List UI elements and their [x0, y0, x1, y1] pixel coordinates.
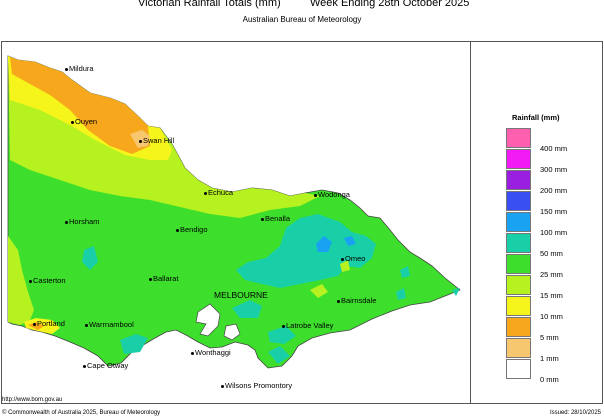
- footer-url[interactable]: http://www.bom.gov.au: [2, 397, 63, 403]
- legend-swatch: [506, 233, 531, 253]
- capital-label: MELBOURNE: [214, 290, 268, 300]
- zone-50mm-grampians: [82, 246, 98, 270]
- zone-50mm-alpine: [236, 214, 376, 288]
- legend-label: 200 mm: [540, 186, 568, 195]
- legend-label: 300 mm: [540, 165, 568, 174]
- subtitle: Australian Bureau of Meteorology: [242, 15, 362, 24]
- place-marker: [314, 194, 317, 197]
- legend-swatch: [506, 317, 531, 337]
- legend-swatch: [506, 149, 531, 169]
- footer-copyright: © Commonwealth of Australia 2025, Bureau…: [2, 410, 161, 416]
- place-label: Bendigo: [180, 225, 208, 234]
- title-text: Victorian Rainfall Totals (mm): [138, 0, 281, 9]
- legend-swatch: [506, 191, 531, 211]
- port-phillip-bay: [195, 303, 221, 337]
- place-label: Ballarat: [153, 274, 179, 283]
- legend-title: Rainfall (mm): [512, 113, 560, 122]
- zone-5mm-ouyen: [10, 57, 150, 154]
- zone-50mm-strzelecki: [268, 326, 296, 344]
- zone-100mm-alpine: [316, 236, 332, 252]
- legend-label: 100 mm: [540, 228, 568, 237]
- legend-swatch: [506, 296, 531, 316]
- zone-15mm-dargo: [310, 284, 328, 298]
- place-marker: [83, 365, 86, 368]
- place-marker: [85, 324, 88, 327]
- footer-issued: Issued: 28/10/2025: [549, 410, 601, 416]
- zone-1mm-swan-hill: [130, 130, 150, 148]
- legend-label: 150 mm: [540, 207, 568, 216]
- legend-divider: [470, 41, 471, 404]
- place-marker: [65, 221, 68, 224]
- legend-label: 5 mm: [540, 333, 559, 342]
- zone-50mm-east3: [452, 288, 460, 296]
- zone-50mm-promontory: [268, 346, 290, 364]
- map-frame: [1, 41, 603, 404]
- place-label: Casterton: [33, 276, 66, 285]
- place-label: Wodonga: [318, 190, 350, 199]
- place-label: Omeo: [345, 254, 366, 263]
- place-marker: [65, 68, 68, 71]
- place-marker: [204, 192, 207, 195]
- place-marker: [139, 140, 142, 143]
- place-marker: [176, 229, 179, 232]
- legend-label: 1 mm: [540, 354, 559, 363]
- legend-label: 400 mm: [540, 144, 568, 153]
- place-marker: [337, 300, 340, 303]
- legend-label: 0 mm: [540, 375, 559, 384]
- legend-label: 10 mm: [540, 312, 563, 321]
- place-label: Ouyen: [75, 117, 98, 126]
- place-marker: [282, 325, 285, 328]
- place-label: Bairnsdale: [341, 296, 377, 305]
- zone-50mm-dandenong: [232, 300, 262, 318]
- legend-label: 15 mm: [540, 291, 563, 300]
- legend-swatch: [506, 359, 531, 379]
- place-marker: [341, 258, 344, 261]
- zone-50mm-east2: [396, 288, 406, 300]
- zone-15mm-omeo: [340, 260, 350, 272]
- place-marker: [221, 385, 224, 388]
- place-label: Swan Hill: [143, 136, 175, 145]
- place-label: Wonthaggi: [195, 348, 231, 357]
- zone-5mm-portland: [28, 322, 44, 330]
- place-label: Cape Otway: [87, 361, 129, 370]
- zone-100mm-omeo: [344, 236, 356, 246]
- zone-50mm-otways: [120, 334, 148, 354]
- place-label: Portland: [37, 319, 65, 328]
- map-title: Victorian Rainfall Totals (mm) Week Endi…: [0, 0, 604, 11]
- legend-swatch: [506, 254, 531, 274]
- place-marker: [33, 323, 36, 326]
- zone-50mm-east1: [400, 266, 410, 278]
- place-label: Mildura: [69, 64, 94, 73]
- place-label: Echuca: [208, 188, 234, 197]
- place-marker: [149, 278, 152, 281]
- zone-15mm-west: [8, 236, 34, 325]
- legend-swatch: [506, 275, 531, 295]
- western-port-bay: [223, 323, 241, 341]
- place-marker: [71, 121, 74, 124]
- place-label: Latrobe Valley: [286, 321, 334, 330]
- legend-swatch: [506, 170, 531, 190]
- legend-label: 25 mm: [540, 270, 563, 279]
- legend-swatch: [506, 338, 531, 358]
- place-marker: [191, 352, 194, 355]
- place-label: Benalla: [265, 214, 291, 223]
- place-marker: [261, 218, 264, 221]
- legend-label: 50 mm: [540, 249, 563, 258]
- place-label: Warrnambool: [89, 320, 134, 329]
- place-label: Wilsons Promontory: [225, 381, 293, 390]
- week-ending-text: Week Ending 28th October 2025: [310, 0, 470, 9]
- place-marker: [29, 280, 32, 283]
- legend-swatch: [506, 128, 531, 148]
- place-label: Horsham: [69, 217, 100, 226]
- legend-swatch: [506, 212, 531, 232]
